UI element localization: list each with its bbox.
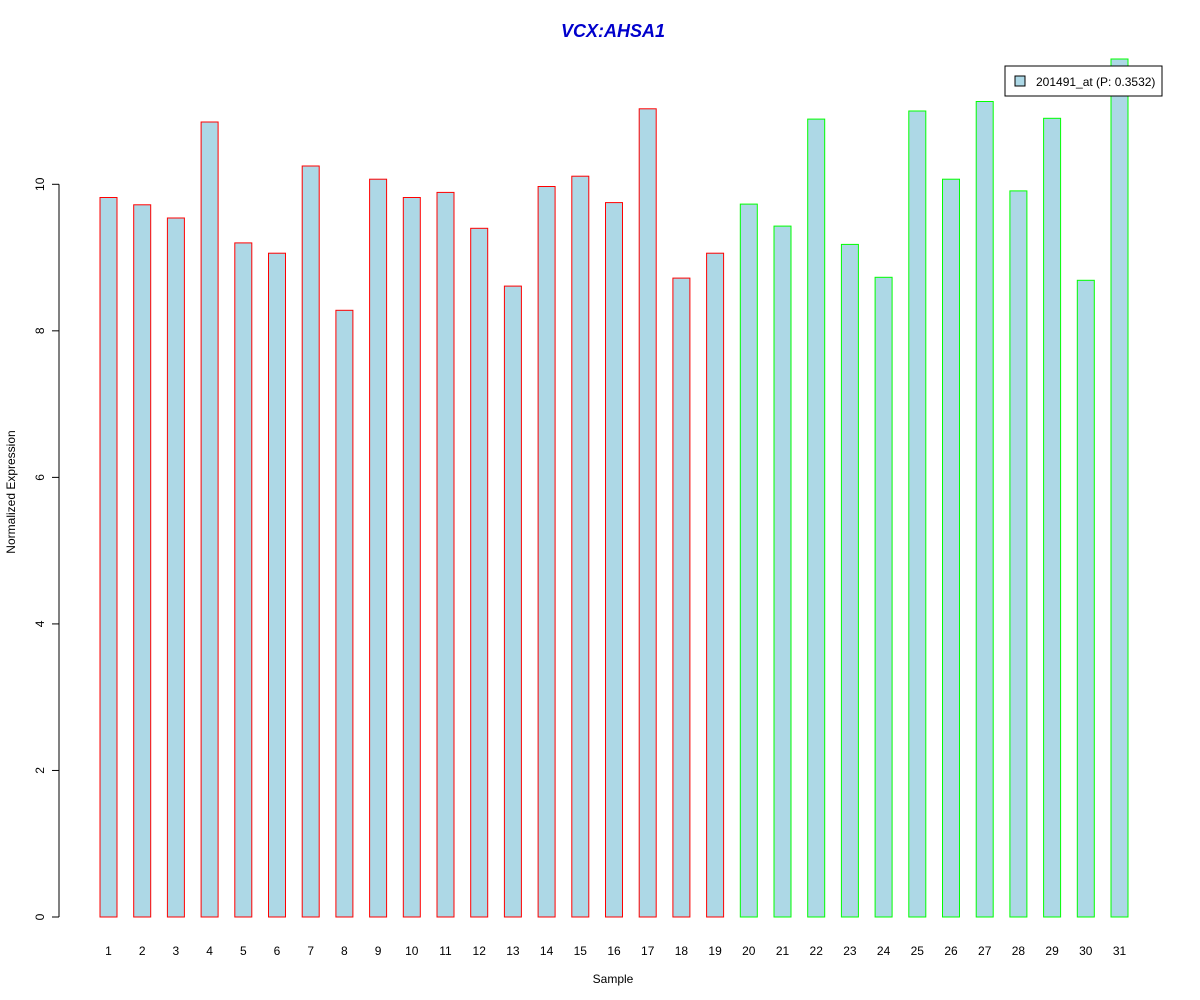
y-tick-label: 8 xyxy=(33,327,47,334)
x-tick-label: 14 xyxy=(540,944,554,958)
x-tick-label: 11 xyxy=(439,944,452,958)
y-tick-label: 10 xyxy=(33,177,47,191)
bar-sample-20 xyxy=(739,203,758,918)
x-tick-label: 24 xyxy=(877,944,891,958)
bar-sample-23 xyxy=(840,243,859,918)
bar-sample-1 xyxy=(99,197,118,918)
bar-sample-6 xyxy=(268,252,286,918)
bar-sample-4 xyxy=(200,121,219,918)
x-tick-label: 27 xyxy=(978,944,992,958)
x-tick-label: 25 xyxy=(911,944,925,958)
bar-sample-3 xyxy=(166,217,185,918)
x-axis-label: Sample xyxy=(593,972,634,986)
bar-sample-2 xyxy=(133,204,152,918)
x-tick-label: 3 xyxy=(173,944,180,958)
x-tick-labels: 1 2 3 4 5 6 7 8 9 10 11 12 13 14 15 16 17 18 19 20 21 22 23 24 2… xyxy=(105,944,1126,958)
bar-sample-22 xyxy=(807,118,826,918)
legend-box xyxy=(1004,65,1163,97)
bars xyxy=(99,58,1129,918)
x-tick-label: 15 xyxy=(574,944,588,958)
x-tick-label: 4 xyxy=(206,944,213,958)
x-tick-label: 28 xyxy=(1012,944,1026,958)
x-tick-label: 12 xyxy=(473,944,487,958)
legend-swatch xyxy=(1014,75,1026,87)
bar-sample-31 xyxy=(1110,58,1129,918)
y-tick-label: 2 xyxy=(33,767,47,774)
y-axis: 0 2 4 6 8 10 xyxy=(33,177,60,920)
bar-sample-13 xyxy=(503,285,522,918)
bar-sample-27 xyxy=(975,101,994,918)
x-tick-label: 31 xyxy=(1113,944,1127,958)
legend-entry: 201491_at (P: 0.3532) xyxy=(1036,75,1155,89)
x-tick-label: 20 xyxy=(742,944,756,958)
x-tick-label: 21 xyxy=(776,944,790,958)
x-tick-label: 5 xyxy=(240,944,247,958)
x-tick-label: 22 xyxy=(810,944,824,958)
bar-sample-18 xyxy=(672,277,691,918)
bar-sample-16 xyxy=(605,202,623,918)
x-tick-label: 2 xyxy=(139,944,146,958)
x-tick-label: 6 xyxy=(274,944,281,958)
bar-sample-28 xyxy=(1009,190,1028,918)
x-tick-label: 18 xyxy=(675,944,689,958)
x-tick-label: 30 xyxy=(1079,944,1093,958)
x-tick-label: 8 xyxy=(341,944,348,958)
bar-sample-26 xyxy=(942,178,960,918)
x-tick-label: 9 xyxy=(375,944,382,958)
x-tick-label: 23 xyxy=(843,944,857,958)
x-tick-label: 1 xyxy=(105,944,112,958)
x-tick-label: 19 xyxy=(708,944,722,958)
bar-sample-9 xyxy=(369,178,388,918)
bar-sample-11 xyxy=(436,191,455,918)
x-tick-label: 16 xyxy=(607,944,621,958)
x-tick-label: 13 xyxy=(506,944,520,958)
y-tick-label: 0 xyxy=(33,913,47,920)
y-tick-label: 6 xyxy=(33,474,47,481)
y-tick-label: 4 xyxy=(33,620,47,627)
bar-sample-17 xyxy=(638,108,657,918)
chart-title: VCX:AHSA1 xyxy=(561,21,665,41)
bar-sample-7 xyxy=(301,165,320,918)
x-tick-label: 29 xyxy=(1045,944,1059,958)
bar-sample-5 xyxy=(234,242,253,918)
x-tick-label: 26 xyxy=(944,944,958,958)
bar-sample-14 xyxy=(537,186,556,918)
y-axis-label: Normalized Expression xyxy=(4,430,18,553)
x-tick-label: 10 xyxy=(405,944,419,958)
bar-sample-8 xyxy=(335,309,354,918)
bar-sample-12 xyxy=(470,227,489,918)
bar-sample-15 xyxy=(571,175,590,918)
bar-sample-24 xyxy=(874,276,893,918)
x-tick-label: 17 xyxy=(641,944,655,958)
legend: 201491_at (P: 0.3532) xyxy=(1004,65,1163,97)
bar-sample-25 xyxy=(908,110,927,918)
bar-sample-10 xyxy=(402,197,421,918)
bar-sample-30 xyxy=(1076,279,1095,918)
bar-sample-29 xyxy=(1043,117,1062,918)
x-tick-label: 7 xyxy=(307,944,314,958)
bar-sample-21 xyxy=(773,225,792,918)
bar-sample-19 xyxy=(706,252,725,918)
